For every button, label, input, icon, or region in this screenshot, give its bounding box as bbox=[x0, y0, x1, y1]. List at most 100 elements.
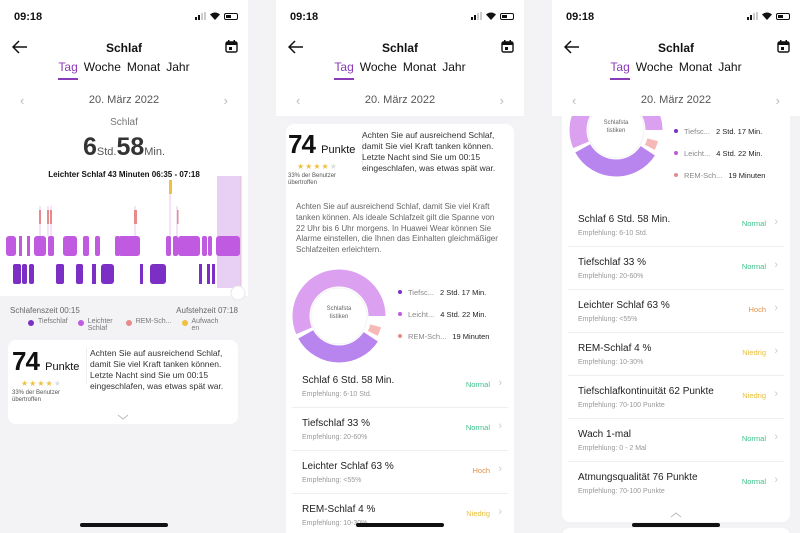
divider bbox=[362, 132, 363, 168]
status-bar: 09:18 bbox=[566, 10, 790, 26]
home-indicator bbox=[632, 523, 720, 527]
chevron-up-icon[interactable] bbox=[670, 512, 682, 518]
calendar-icon[interactable] bbox=[225, 40, 238, 53]
back-arrow-icon[interactable] bbox=[288, 40, 304, 54]
dot-icon bbox=[28, 320, 34, 326]
header: Schlaf bbox=[276, 38, 524, 58]
calendar-icon[interactable] bbox=[501, 40, 514, 53]
next-date-button[interactable]: › bbox=[499, 93, 504, 108]
legend-light: Leicht... 4 Std. 22 Min. bbox=[398, 303, 489, 325]
battery-icon bbox=[776, 12, 790, 20]
legend-rem: REM-Sch... 19 Minuten bbox=[674, 164, 765, 186]
metric-row-sleep[interactable]: Schlaf 6 Std. 58 Min. Empfehlung: 6-10 St… bbox=[292, 365, 508, 408]
sleep-stats-donut[interactable]: Schlafsta tistiken bbox=[291, 268, 387, 364]
percentile-text: 33% der Benutzer übertroffen bbox=[288, 173, 337, 187]
metric-row-light[interactable]: Leichter Schlaf 63 % Empfehlung: <55% Hoch… bbox=[568, 290, 784, 333]
prev-date-button[interactable]: ‹ bbox=[572, 93, 577, 108]
metric-row-deep-continuity[interactable]: Tiefschlafkontinuität 62 Punkte Empfehlun… bbox=[568, 376, 784, 419]
score-value: 74 bbox=[12, 346, 40, 376]
legend-rem: REM-Sch... 19 Minuten bbox=[398, 325, 489, 347]
status-time: 09:18 bbox=[14, 11, 43, 23]
sleep-duration: 6Std.58Min. bbox=[82, 133, 166, 161]
dot-icon bbox=[77, 320, 84, 326]
star-rating: ★★★★★ bbox=[297, 162, 338, 171]
wifi-icon bbox=[486, 12, 496, 20]
score-unit: Punkte bbox=[321, 144, 356, 156]
next-date-button[interactable]: › bbox=[775, 93, 780, 108]
metric-row-light[interactable]: Leichter Schlaf 63 % Empfehlung: <55% Hoch… bbox=[292, 451, 508, 494]
metric-row-rem[interactable]: REM-Schlaf 4 % Empfehlung: 10-30% Niedrig › bbox=[568, 333, 784, 376]
tab-month[interactable]: Monat bbox=[402, 60, 437, 74]
tab-week[interactable]: Woche bbox=[635, 60, 673, 74]
tab-day[interactable]: Tag bbox=[610, 60, 630, 80]
metric-row-rem[interactable]: REM-Schlaf 4 % Empfehlung: 10-30% Niedrig › bbox=[292, 494, 508, 533]
legend-deep: Tiefsc... 2 Std. 17 Min. bbox=[398, 281, 489, 303]
header: Schlaf bbox=[0, 38, 248, 58]
chevron-down-icon[interactable] bbox=[117, 414, 129, 420]
legend-light: Leichter Schlaf bbox=[77, 318, 116, 332]
screen-sleep-details: 09:18 Schlaf Tag Woche Monat Jahr ‹ 20. … bbox=[276, 0, 524, 533]
tab-month[interactable]: Monat bbox=[126, 60, 161, 74]
chevron-right-icon: › bbox=[774, 388, 778, 400]
date-label: 20. März 2022 bbox=[640, 94, 712, 106]
page-title: Schlaf bbox=[381, 41, 418, 55]
dot-icon bbox=[181, 320, 188, 326]
donut-center-label: Schlafsta tistiken bbox=[603, 120, 629, 134]
signal-icon bbox=[195, 12, 206, 20]
legend-deep: Tiefschlaf bbox=[28, 318, 68, 332]
tab-week[interactable]: Woche bbox=[359, 60, 397, 74]
chevron-right-icon: › bbox=[774, 345, 778, 357]
screen-sleep-overview: 09:18 Schlaf Tag Woche Monat Jahr ‹ 20. … bbox=[0, 0, 248, 533]
tab-day[interactable]: Tag bbox=[58, 60, 78, 80]
summary-label: Schlaf bbox=[110, 117, 138, 128]
date-label: 20. März 2022 bbox=[364, 94, 436, 106]
bedtime: Schlafenszeit 00:15 bbox=[10, 306, 80, 315]
page-title: Schlaf bbox=[657, 41, 694, 55]
panel-gap bbox=[248, 0, 276, 533]
score-card[interactable]: 74 Punkte ★★★★★ 33% der Benutzer übertro… bbox=[8, 340, 238, 424]
back-arrow-icon[interactable] bbox=[564, 40, 580, 54]
metric-row-breathing[interactable]: Atmungsqualität 76 Punkte Empfehlung: 70-… bbox=[578, 472, 778, 495]
legend-light: Leicht... 4 Std. 22 Min. bbox=[674, 142, 765, 164]
score-summary: 74 Punkte ★★★★★ 33% der Benutzer übertro… bbox=[12, 346, 80, 404]
star-rating: ★★★★★ bbox=[21, 379, 62, 388]
donut-legend: Tiefsc... 2 Std. 17 Min. Leicht... 4 Std. … bbox=[398, 281, 489, 347]
tab-year[interactable]: Jahr bbox=[718, 60, 742, 74]
period-tabs: Tag Woche Monat Jahr bbox=[276, 60, 524, 80]
dot-icon bbox=[398, 312, 402, 316]
metric-row-awake[interactable]: Wach 1-mal Empfehlung: 0 - 2 Mal Normal › bbox=[568, 419, 784, 462]
details-card: Schlafsta tistiken Tiefsc... 2 Std. 17 Min… bbox=[562, 116, 790, 522]
signal-icon bbox=[747, 12, 758, 20]
metric-row-deep[interactable]: Tiefschlaf 33 % Empfehlung: 20-60% Normal › bbox=[292, 408, 508, 451]
tab-day[interactable]: Tag bbox=[334, 60, 354, 80]
back-arrow-icon[interactable] bbox=[12, 40, 28, 54]
dot-icon bbox=[125, 320, 132, 326]
slider-handle[interactable] bbox=[230, 285, 246, 301]
tab-week[interactable]: Woche bbox=[83, 60, 121, 74]
chevron-right-icon: › bbox=[774, 431, 778, 443]
status-bar: 09:18 bbox=[290, 10, 514, 26]
period-tabs: Tag Woche Monat Jahr bbox=[552, 60, 800, 80]
battery-icon bbox=[224, 12, 238, 20]
date-label: 20. März 2022 bbox=[88, 94, 160, 106]
sleep-hypnogram[interactable] bbox=[0, 176, 248, 296]
tab-year[interactable]: Jahr bbox=[166, 60, 190, 74]
metric-row-sleep[interactable]: Schlaf 6 Std. 58 Min. Empfehlung: 6-10 St… bbox=[568, 204, 784, 247]
prev-date-button[interactable]: ‹ bbox=[296, 93, 301, 108]
dot-icon bbox=[398, 290, 402, 294]
sleep-advice: Achten Sie auf ausreichend Schlaf, damit… bbox=[296, 202, 498, 255]
prev-date-button[interactable]: ‹ bbox=[20, 93, 25, 108]
next-card bbox=[562, 528, 790, 533]
next-date-button[interactable]: › bbox=[223, 93, 228, 108]
hypnogram-legend: Tiefschlaf Leichter Schlaf REM-Sch... Au… bbox=[28, 318, 238, 332]
screen-sleep-metrics: 09:18 Schlaf Tag Woche Monat Jahr ‹ 20. … bbox=[552, 0, 800, 533]
chevron-right-icon: › bbox=[498, 420, 502, 432]
sleep-stats-donut[interactable]: Schlafsta tistiken bbox=[568, 116, 664, 178]
tab-year[interactable]: Jahr bbox=[442, 60, 466, 74]
home-indicator bbox=[356, 523, 444, 527]
tab-month[interactable]: Monat bbox=[678, 60, 713, 74]
waketime: Aufstehzeit 07:18 bbox=[176, 306, 238, 315]
chevron-right-icon: › bbox=[498, 463, 502, 475]
calendar-icon[interactable] bbox=[777, 40, 790, 53]
metric-row-deep[interactable]: Tiefschlaf 33 % Empfehlung: 20-60% Normal › bbox=[568, 247, 784, 290]
